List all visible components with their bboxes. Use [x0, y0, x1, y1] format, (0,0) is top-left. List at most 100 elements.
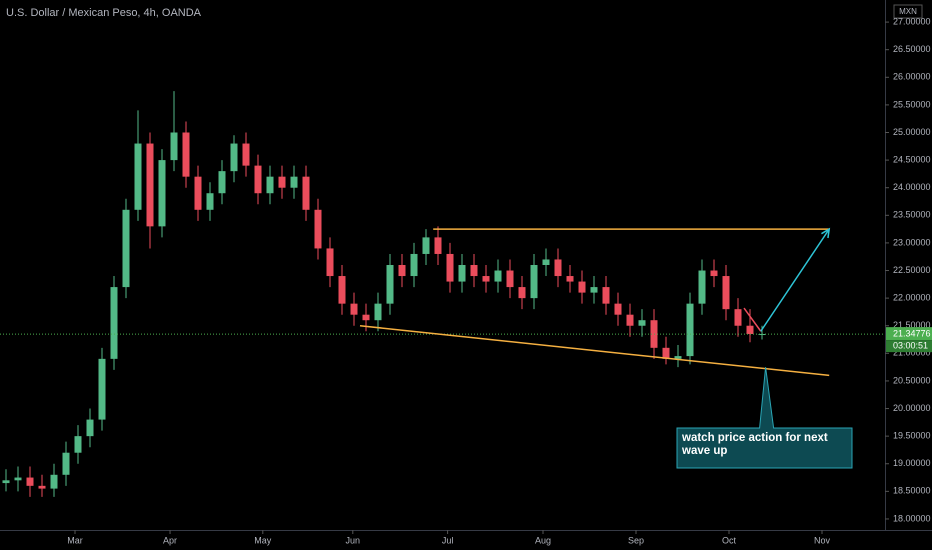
candle-body	[530, 265, 538, 299]
x-tick-label: May	[254, 535, 272, 545]
candle-body	[170, 132, 178, 161]
candle-body	[638, 320, 646, 326]
y-tick-label: 18.00000	[893, 513, 931, 523]
candle-body	[434, 237, 442, 254]
candle-body	[302, 176, 310, 210]
candle-body	[722, 276, 730, 310]
candle-body	[266, 176, 274, 194]
candle-body	[38, 485, 46, 489]
candle-body	[518, 287, 526, 299]
y-tick-label: 26.00000	[893, 72, 931, 82]
candle-body	[494, 270, 502, 282]
candle-body	[218, 171, 226, 194]
y-tick-label: 20.00000	[893, 403, 931, 413]
candle-body	[734, 309, 742, 326]
candle-body	[206, 193, 214, 210]
y-tick-label: 18.50000	[893, 486, 931, 496]
y-tick-label: 23.00000	[893, 237, 931, 247]
candle-body	[386, 265, 394, 304]
candle-body	[566, 276, 574, 282]
price-tag	[886, 327, 932, 341]
candle-body	[134, 143, 142, 210]
x-tick-label: Apr	[163, 535, 177, 545]
x-tick-label: Oct	[722, 535, 737, 545]
x-tick-label: Nov	[814, 535, 831, 545]
y-tick-label: 25.50000	[893, 99, 931, 109]
candle-body	[14, 477, 22, 481]
candle-body	[746, 325, 754, 335]
candle-body	[542, 259, 550, 265]
y-tick-label: 25.00000	[893, 127, 931, 137]
candle-body	[314, 209, 322, 249]
chart-title: U.S. Dollar / Mexican Peso, 4h, OANDA	[6, 7, 202, 19]
candle-body	[698, 270, 706, 304]
callout-text: watch price action for next wave up	[682, 432, 828, 457]
candle-body	[2, 480, 10, 484]
y-tick-label: 19.00000	[893, 458, 931, 468]
x-tick-label: Mar	[67, 535, 83, 545]
callout-box	[676, 367, 853, 469]
y-tick-label: 27.00000	[893, 16, 931, 26]
x-tick-label: Sep	[628, 535, 644, 545]
y-tick-label: 22.50000	[893, 265, 931, 275]
candle-body	[50, 474, 58, 489]
trend-line	[743, 307, 762, 332]
y-tick-label: 24.50000	[893, 154, 931, 164]
candle-body	[98, 358, 106, 420]
candle-body	[158, 160, 166, 227]
arrow-head	[821, 227, 831, 239]
candle-body	[122, 209, 130, 288]
y-tick-label: 22.00000	[893, 293, 931, 303]
y-tick-label: 19.50000	[893, 431, 931, 441]
candle-body	[422, 237, 430, 254]
x-tick-label: Jun	[346, 535, 361, 545]
candle-body	[110, 287, 118, 359]
candle-body	[350, 303, 358, 315]
candle-body	[554, 259, 562, 277]
trend-line	[359, 324, 830, 377]
candle-body	[470, 265, 478, 277]
candle-body	[338, 276, 346, 304]
candle-body	[686, 303, 694, 357]
candle-body	[710, 270, 718, 277]
candle-body	[290, 176, 298, 188]
candle-body	[590, 287, 598, 293]
candle-body	[446, 253, 454, 282]
candle-body	[458, 265, 466, 282]
candle-body	[482, 276, 490, 282]
candle-body	[230, 143, 238, 172]
candle-body	[326, 248, 334, 277]
y-tick-label: 23.50000	[893, 210, 931, 220]
candle-body	[74, 436, 82, 453]
candle-body	[578, 281, 586, 293]
y-tick-label: 24.00000	[893, 182, 931, 192]
candle-body	[182, 132, 190, 177]
candle-body	[362, 314, 370, 321]
forecast-arrow	[760, 228, 830, 332]
y-tick-label: 20.50000	[893, 375, 931, 385]
candle-body	[242, 143, 250, 166]
x-tick-label: Aug	[535, 535, 551, 545]
candle-body	[602, 287, 610, 304]
candle-body	[86, 419, 94, 437]
candle-body	[278, 176, 286, 188]
countdown-label: 03:00:51	[893, 341, 928, 351]
y-tick-label: 26.50000	[893, 44, 931, 54]
y-tick-label: 21.50000	[893, 320, 931, 330]
candle-body	[614, 303, 622, 315]
candle-body	[662, 347, 670, 359]
candle-body	[626, 314, 634, 326]
candle-body	[62, 452, 70, 475]
x-tick-label: Jul	[442, 535, 454, 545]
callout: watch price action for next wave up	[682, 432, 828, 457]
currency-label: MXN	[899, 7, 917, 16]
candle-body	[398, 265, 406, 277]
candle-body	[26, 477, 34, 486]
y-tick-label: 21.00000	[893, 348, 931, 358]
candle-body	[410, 253, 418, 277]
candle-body	[146, 143, 154, 227]
candle-body	[674, 356, 682, 359]
candle-body	[254, 165, 262, 194]
countdown-tag	[886, 340, 932, 353]
